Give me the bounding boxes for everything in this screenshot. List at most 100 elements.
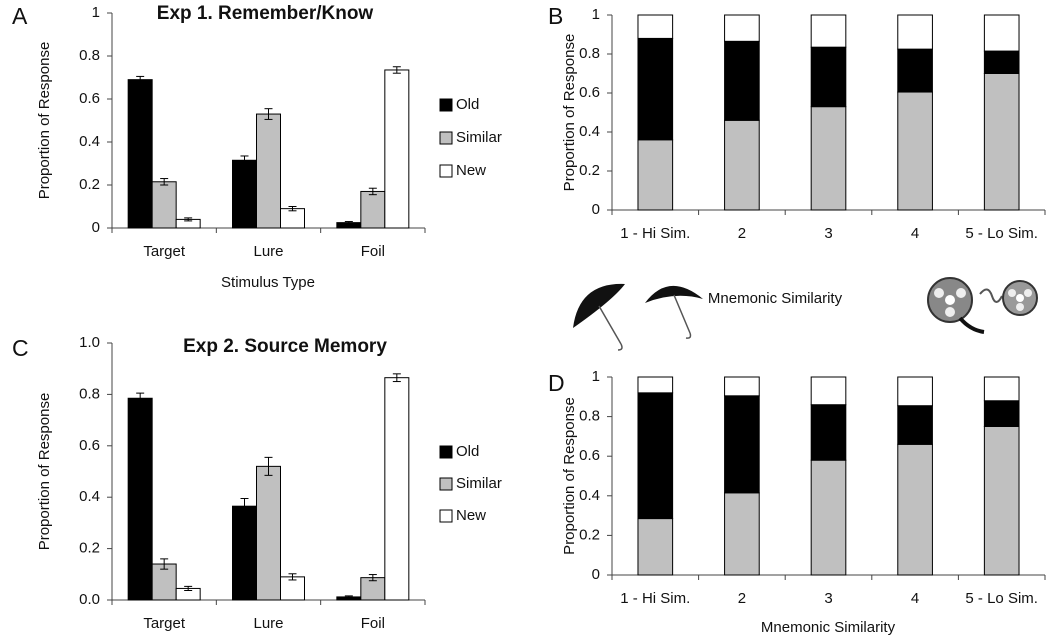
x-tick-label: Target bbox=[143, 243, 186, 260]
stacked-bar-segment bbox=[897, 405, 933, 445]
y-tick-label: 0.2 bbox=[579, 162, 600, 179]
error-bar bbox=[344, 595, 353, 599]
error-bar bbox=[184, 217, 193, 222]
bar bbox=[384, 69, 410, 229]
stacked-bar-segment bbox=[983, 73, 1020, 211]
y-tick-label: 0.4 bbox=[79, 488, 100, 505]
stacked-bar-segment bbox=[897, 443, 933, 576]
x-tick-label: 1 - Hi Sim. bbox=[620, 590, 690, 607]
x-tick-label: 4 bbox=[911, 590, 919, 607]
x-axis-label: Stimulus Type bbox=[221, 274, 315, 291]
y-tick-label: 0.6 bbox=[79, 90, 100, 107]
film-reel-icon bbox=[927, 277, 985, 334]
error-bar bbox=[160, 558, 169, 570]
stacked-bar-segment bbox=[810, 14, 847, 48]
bar bbox=[256, 465, 281, 601]
error-bar bbox=[160, 178, 169, 186]
stacked-bar-segment bbox=[637, 392, 674, 520]
stacked-bar-segment bbox=[810, 106, 847, 211]
x-tick-label: Target bbox=[143, 615, 186, 632]
y-tick-label: 0 bbox=[92, 219, 100, 236]
bar bbox=[256, 113, 281, 229]
error-bar bbox=[264, 456, 273, 476]
y-tick-label: 0.4 bbox=[579, 487, 600, 504]
bar bbox=[384, 377, 410, 601]
legend-swatch bbox=[439, 509, 453, 523]
chart-title: Exp 2. Source Memory bbox=[183, 336, 387, 357]
error-bar bbox=[392, 66, 401, 74]
stacked-bar-segment bbox=[637, 37, 674, 141]
error-bar bbox=[288, 573, 297, 581]
stacked-bar-segment bbox=[810, 404, 847, 461]
error-bar bbox=[288, 206, 297, 212]
x-tick-label: 5 - Lo Sim. bbox=[965, 590, 1038, 607]
x-tick-label: 2 bbox=[738, 225, 746, 242]
error-bar bbox=[368, 574, 377, 582]
stacked-bar-segment bbox=[724, 492, 760, 576]
panel-letter: D bbox=[548, 370, 565, 396]
bar bbox=[360, 190, 386, 229]
panel-letter: B bbox=[548, 3, 563, 29]
x-tick-label: 3 bbox=[824, 225, 832, 242]
y-tick-label: 0.0 bbox=[79, 591, 100, 608]
x-tick-label: 5 - Lo Sim. bbox=[965, 225, 1038, 242]
error-bar bbox=[392, 373, 401, 383]
legend-swatch bbox=[439, 164, 453, 178]
y-tick-label: 0.6 bbox=[79, 437, 100, 454]
stacked-bar-segment bbox=[983, 426, 1020, 576]
x-tick-label: 1 - Hi Sim. bbox=[620, 225, 690, 242]
stacked-bar-segment bbox=[897, 48, 933, 93]
error-bar bbox=[184, 585, 193, 591]
bar bbox=[232, 505, 258, 601]
y-tick-label: 1 bbox=[592, 368, 600, 385]
panel-letter: A bbox=[12, 3, 28, 29]
stacked-bar-segment bbox=[897, 14, 933, 50]
stacked-bar-segment bbox=[810, 46, 847, 108]
stacked-bar-segment bbox=[810, 376, 847, 406]
legend-swatch bbox=[439, 98, 453, 112]
x-tick-label: Foil bbox=[361, 615, 385, 632]
stacked-bar-segment bbox=[983, 50, 1020, 74]
stacked-bar-segment bbox=[897, 376, 933, 407]
legend-label: Old bbox=[456, 96, 479, 113]
stacked-bar-segment bbox=[637, 518, 674, 576]
y-tick-label: 0.6 bbox=[579, 84, 600, 101]
umbrella-icon bbox=[573, 283, 625, 351]
y-tick-label: 0.8 bbox=[79, 385, 100, 402]
x-tick-label: 2 bbox=[738, 590, 746, 607]
y-tick-label: 1.0 bbox=[79, 334, 100, 351]
stacked-bar-segment bbox=[724, 14, 760, 42]
y-tick-label: 0.8 bbox=[579, 408, 600, 425]
stacked-bar-segment bbox=[724, 40, 760, 121]
bar bbox=[232, 159, 258, 229]
y-tick-label: 1 bbox=[92, 4, 100, 21]
error-bar bbox=[136, 75, 145, 84]
y-tick-label: 0.8 bbox=[579, 45, 600, 62]
bar bbox=[279, 208, 305, 229]
y-tick-label: 0 bbox=[592, 201, 600, 218]
y-axis-label: Proportion of Response bbox=[561, 34, 578, 192]
x-tick-label: Foil bbox=[361, 243, 385, 260]
y-tick-label: 0 bbox=[592, 566, 600, 583]
y-tick-label: 0.2 bbox=[579, 526, 600, 543]
x-tick-label: Lure bbox=[253, 243, 283, 260]
y-tick-label: 0.4 bbox=[79, 133, 100, 150]
error-bar bbox=[264, 108, 273, 120]
y-tick-label: 0.6 bbox=[579, 447, 600, 464]
stacked-bar-segment bbox=[724, 395, 760, 494]
x-tick-label: 3 bbox=[824, 590, 832, 607]
stacked-bar-segment bbox=[983, 376, 1020, 402]
bar bbox=[151, 181, 177, 229]
error-bar bbox=[240, 155, 249, 166]
legend-swatch bbox=[439, 445, 453, 459]
stacked-bar-segment bbox=[724, 376, 760, 397]
legend-label: Old bbox=[456, 443, 479, 460]
umbrella-icon bbox=[645, 285, 703, 339]
stacked-bar-segment bbox=[637, 139, 674, 211]
stacked-bar-segment bbox=[810, 459, 847, 576]
stacked-bar-segment bbox=[637, 376, 674, 394]
y-tick-label: 0.2 bbox=[79, 176, 100, 193]
x-tick-label: Lure bbox=[253, 615, 283, 632]
stacked-bar-segment bbox=[637, 14, 674, 39]
